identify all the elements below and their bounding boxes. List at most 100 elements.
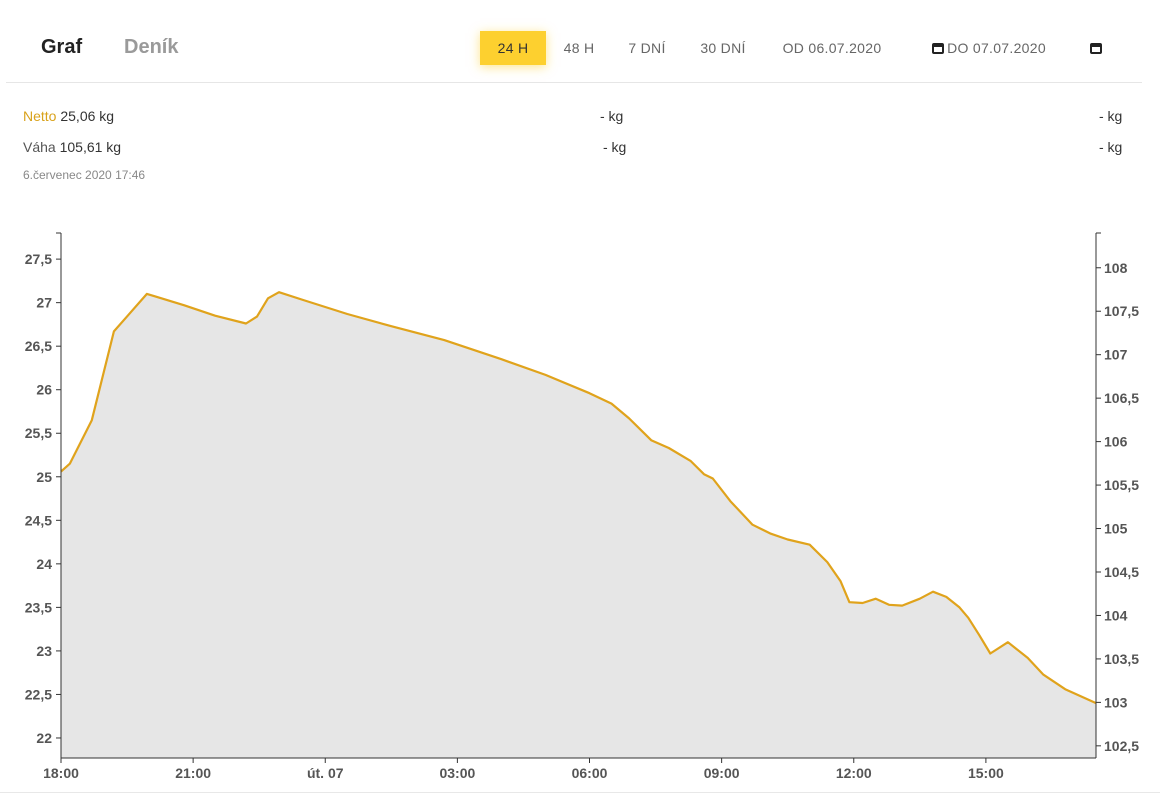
data-point[interactable] bbox=[587, 390, 593, 396]
netto-placeholder-right: - kg bbox=[1099, 108, 1123, 124]
y-right-tick-label: 103 bbox=[1104, 694, 1128, 710]
data-point[interactable] bbox=[111, 328, 117, 334]
y-right-tick-label: 104,5 bbox=[1104, 564, 1139, 580]
y-right-tick-label: 107,5 bbox=[1104, 303, 1139, 319]
data-point[interactable] bbox=[265, 295, 271, 301]
x-tick-label: 21:00 bbox=[175, 765, 211, 781]
data-point[interactable] bbox=[300, 297, 306, 303]
vaha-value: 105,61 kg bbox=[59, 139, 122, 155]
data-point[interactable] bbox=[441, 337, 447, 343]
y-right-tick-label: 108 bbox=[1104, 260, 1128, 276]
data-point[interactable] bbox=[153, 294, 159, 300]
divider bbox=[0, 792, 1160, 793]
calendar-icon bbox=[1090, 43, 1102, 54]
y-left-tick-label: 25 bbox=[36, 469, 52, 485]
data-point[interactable] bbox=[648, 437, 654, 443]
x-tick-label: 06:00 bbox=[572, 765, 608, 781]
tab-graf[interactable]: Graf bbox=[41, 36, 83, 58]
data-point[interactable] bbox=[89, 417, 95, 423]
data-point[interactable] bbox=[727, 498, 733, 504]
data-point[interactable] bbox=[1005, 639, 1011, 645]
data-point[interactable] bbox=[930, 589, 936, 595]
data-point[interactable] bbox=[943, 594, 949, 600]
data-point[interactable] bbox=[886, 602, 892, 608]
data-point[interactable] bbox=[626, 415, 632, 421]
series-line-0 bbox=[60, 291, 1097, 705]
data-point[interactable] bbox=[388, 323, 394, 329]
data-point[interactable] bbox=[846, 599, 852, 605]
data-point[interactable] bbox=[78, 439, 84, 445]
y-right-tick-label: 104 bbox=[1104, 607, 1128, 623]
data-point[interactable] bbox=[701, 471, 707, 477]
vaha-readout: Váha 105,61 kg bbox=[23, 139, 121, 155]
y-left-tick-label: 25,5 bbox=[25, 425, 52, 441]
data-point[interactable] bbox=[344, 311, 350, 317]
data-point[interactable] bbox=[276, 289, 282, 295]
x-tick-label: 03:00 bbox=[439, 765, 475, 781]
data-point[interactable] bbox=[860, 600, 866, 606]
data-point[interactable] bbox=[899, 603, 905, 609]
range-24h-button[interactable]: 24 H bbox=[480, 31, 546, 65]
data-point[interactable] bbox=[976, 632, 982, 638]
vaha-placeholder-right: - kg bbox=[1099, 139, 1123, 155]
x-tick-label: 18:00 bbox=[43, 765, 79, 781]
date-from-label: OD 06.07.2020 bbox=[782, 40, 882, 56]
data-point[interactable] bbox=[1062, 686, 1068, 692]
date-from-button[interactable]: OD 06.07.2020 bbox=[774, 31, 890, 65]
data-point[interactable] bbox=[666, 445, 672, 451]
vaha-label: Váha bbox=[23, 139, 56, 155]
data-point[interactable] bbox=[873, 596, 879, 602]
y-right-tick-label: 105,5 bbox=[1104, 477, 1139, 493]
vaha-placeholder-mid: - kg bbox=[603, 139, 627, 155]
y-right-tick-label: 102,5 bbox=[1104, 738, 1139, 754]
data-point[interactable] bbox=[498, 356, 504, 362]
date-to-button[interactable]: DO 07.07.2020 bbox=[922, 31, 1056, 65]
y-right-tick-label: 106 bbox=[1104, 434, 1128, 450]
data-point[interactable] bbox=[957, 604, 963, 610]
data-point[interactable] bbox=[144, 291, 150, 297]
data-point[interactable] bbox=[688, 458, 694, 464]
data-point[interactable] bbox=[987, 651, 993, 657]
y-right-tick-label: 106,5 bbox=[1104, 390, 1139, 406]
data-point[interactable] bbox=[181, 302, 187, 308]
y-left-tick-label: 27 bbox=[36, 295, 52, 311]
data-point[interactable] bbox=[838, 578, 844, 584]
data-point[interactable] bbox=[1040, 671, 1046, 677]
y-right-tick-label: 105 bbox=[1104, 521, 1128, 537]
data-point[interactable] bbox=[543, 372, 549, 378]
x-tick-label: 15:00 bbox=[968, 765, 1004, 781]
y-left-tick-label: 22 bbox=[36, 730, 52, 746]
data-point[interactable] bbox=[67, 461, 73, 467]
data-point[interactable] bbox=[824, 559, 830, 565]
data-point[interactable] bbox=[1025, 655, 1031, 661]
tab-denik[interactable]: Deník bbox=[124, 36, 179, 58]
data-point[interactable] bbox=[212, 313, 218, 319]
x-tick-label: 12:00 bbox=[836, 765, 872, 781]
data-point[interactable] bbox=[609, 401, 615, 407]
y-left-tick-label: 26,5 bbox=[25, 338, 52, 354]
timestamp: 6.červenec 2020 17:46 bbox=[23, 168, 146, 182]
data-point[interactable] bbox=[254, 314, 260, 320]
data-point[interactable] bbox=[785, 537, 791, 543]
data-point[interactable] bbox=[767, 530, 773, 536]
range-48h-button[interactable]: 48 H bbox=[563, 40, 595, 56]
y-left-tick-label: 22,5 bbox=[25, 686, 52, 702]
data-point[interactable] bbox=[965, 615, 971, 621]
calendar-icon bbox=[932, 43, 945, 54]
range-7d-button[interactable]: 7 DNÍ bbox=[628, 40, 666, 56]
netto-placeholder-mid: - kg bbox=[600, 108, 624, 124]
netto-readout: Netto 25,06 kg bbox=[23, 108, 114, 124]
data-point[interactable] bbox=[917, 596, 923, 602]
data-point[interactable] bbox=[750, 522, 756, 528]
data-point[interactable] bbox=[807, 542, 813, 548]
netto-value: 25,06 kg bbox=[60, 108, 115, 124]
x-tick-label: út. 07 bbox=[307, 765, 344, 781]
y-left-tick-label: 23 bbox=[36, 643, 52, 659]
calendar-button[interactable] bbox=[1082, 31, 1110, 65]
data-point[interactable] bbox=[243, 321, 249, 327]
data-point[interactable] bbox=[710, 476, 716, 482]
x-tick-label: 09:00 bbox=[704, 765, 740, 781]
range-30d-button[interactable]: 30 DNÍ bbox=[700, 40, 746, 56]
date-to-label: DO 07.07.2020 bbox=[947, 40, 1046, 56]
